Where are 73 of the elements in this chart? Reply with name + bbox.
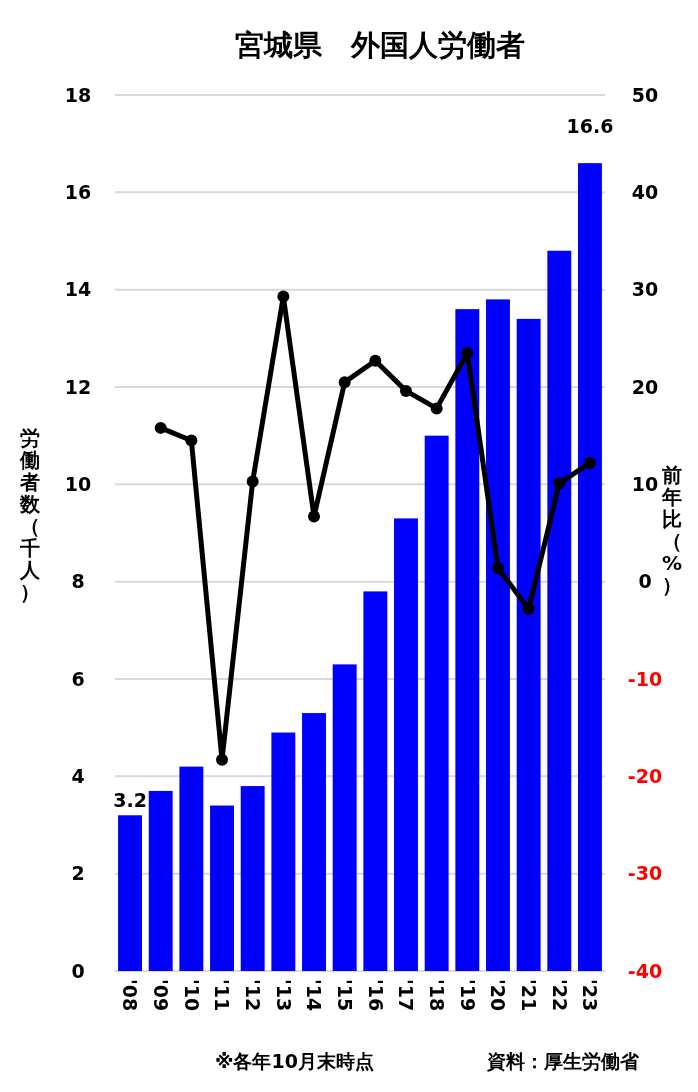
bar bbox=[394, 518, 418, 971]
point bbox=[185, 434, 198, 447]
y-tick-label: 2 bbox=[71, 862, 85, 885]
x-tick-label: '20 bbox=[487, 979, 510, 1012]
x-tick-label: '13 bbox=[272, 979, 295, 1012]
x-tick-label: '08 bbox=[119, 979, 142, 1012]
bar bbox=[578, 163, 602, 971]
x-tick-label: '21 bbox=[518, 979, 540, 1012]
y2-tick-label: 40 bbox=[631, 180, 659, 203]
bar bbox=[486, 299, 510, 971]
y2-tick-label: -30 bbox=[627, 862, 663, 885]
y-tick-label: 0 bbox=[71, 959, 85, 982]
bar bbox=[148, 790, 173, 971]
x-tick-label: '23 bbox=[579, 979, 602, 1012]
y2-tick-label: 10 bbox=[631, 472, 659, 495]
point bbox=[308, 510, 321, 523]
x-tick-label: '10 bbox=[180, 979, 203, 1012]
data-label: 16.6 bbox=[566, 115, 614, 138]
bar bbox=[118, 815, 142, 971]
y-tick-label: 12 bbox=[64, 375, 92, 398]
x-tick-label: '09 bbox=[150, 979, 173, 1012]
bar bbox=[179, 766, 204, 971]
y2-tick-label: -20 bbox=[627, 764, 663, 787]
bar bbox=[210, 805, 234, 971]
text: 資料：厚生労働省 bbox=[486, 1050, 640, 1072]
chart-title: 宮城県 外国人労働者 bbox=[235, 28, 525, 62]
y2-tick-label: 50 bbox=[631, 83, 659, 106]
bar bbox=[363, 591, 388, 971]
bar bbox=[240, 786, 265, 971]
y2-tick-label: 30 bbox=[631, 278, 659, 301]
point bbox=[461, 346, 474, 359]
x-tick-label: '15 bbox=[334, 979, 357, 1012]
bar bbox=[516, 318, 541, 971]
data-label: 3.2 bbox=[113, 789, 147, 812]
y2-axis-title: 前年比（%） bbox=[661, 463, 683, 597]
y-tick-label: 10 bbox=[64, 472, 92, 495]
point bbox=[400, 384, 412, 397]
y-tick-label: 8 bbox=[71, 570, 85, 593]
point bbox=[154, 421, 167, 434]
point bbox=[277, 290, 290, 303]
y-tick-label: 16 bbox=[64, 180, 92, 203]
point bbox=[553, 477, 566, 490]
x-tick-label: '22 bbox=[548, 979, 571, 1012]
y-axis-title: 労働者数（千人） bbox=[19, 426, 41, 604]
bar bbox=[547, 250, 572, 971]
x-tick-label: '14 bbox=[303, 979, 326, 1012]
point bbox=[216, 753, 229, 766]
bar bbox=[455, 309, 480, 971]
bar bbox=[271, 732, 296, 971]
y-tick-label: 14 bbox=[64, 278, 92, 301]
y-tick-label: 18 bbox=[64, 83, 92, 106]
x-tick-label: '12 bbox=[242, 979, 265, 1012]
y2-tick-label: 20 bbox=[631, 375, 659, 398]
bar bbox=[302, 713, 326, 971]
x-tick-label: '19 bbox=[456, 979, 479, 1012]
x-tick-label: '16 bbox=[364, 979, 387, 1012]
point bbox=[338, 376, 351, 389]
y2-tick-label: -40 bbox=[627, 959, 663, 982]
bar bbox=[424, 435, 449, 971]
y2-tick-label: -10 bbox=[627, 667, 663, 690]
point bbox=[491, 562, 504, 575]
point bbox=[583, 456, 596, 469]
point bbox=[246, 475, 259, 488]
x-tick-label: '11 bbox=[211, 979, 234, 1012]
x-tick-label: '17 bbox=[395, 979, 418, 1012]
y2-tick-label: 0 bbox=[638, 570, 652, 593]
y-tick-label: 6 bbox=[71, 667, 85, 690]
x-tick-label: '18 bbox=[426, 979, 449, 1012]
y-tick-label: 4 bbox=[71, 764, 85, 787]
point bbox=[430, 402, 443, 415]
bar bbox=[332, 664, 357, 971]
point bbox=[369, 354, 382, 367]
text: ※各年10月末時点 bbox=[215, 1050, 374, 1072]
